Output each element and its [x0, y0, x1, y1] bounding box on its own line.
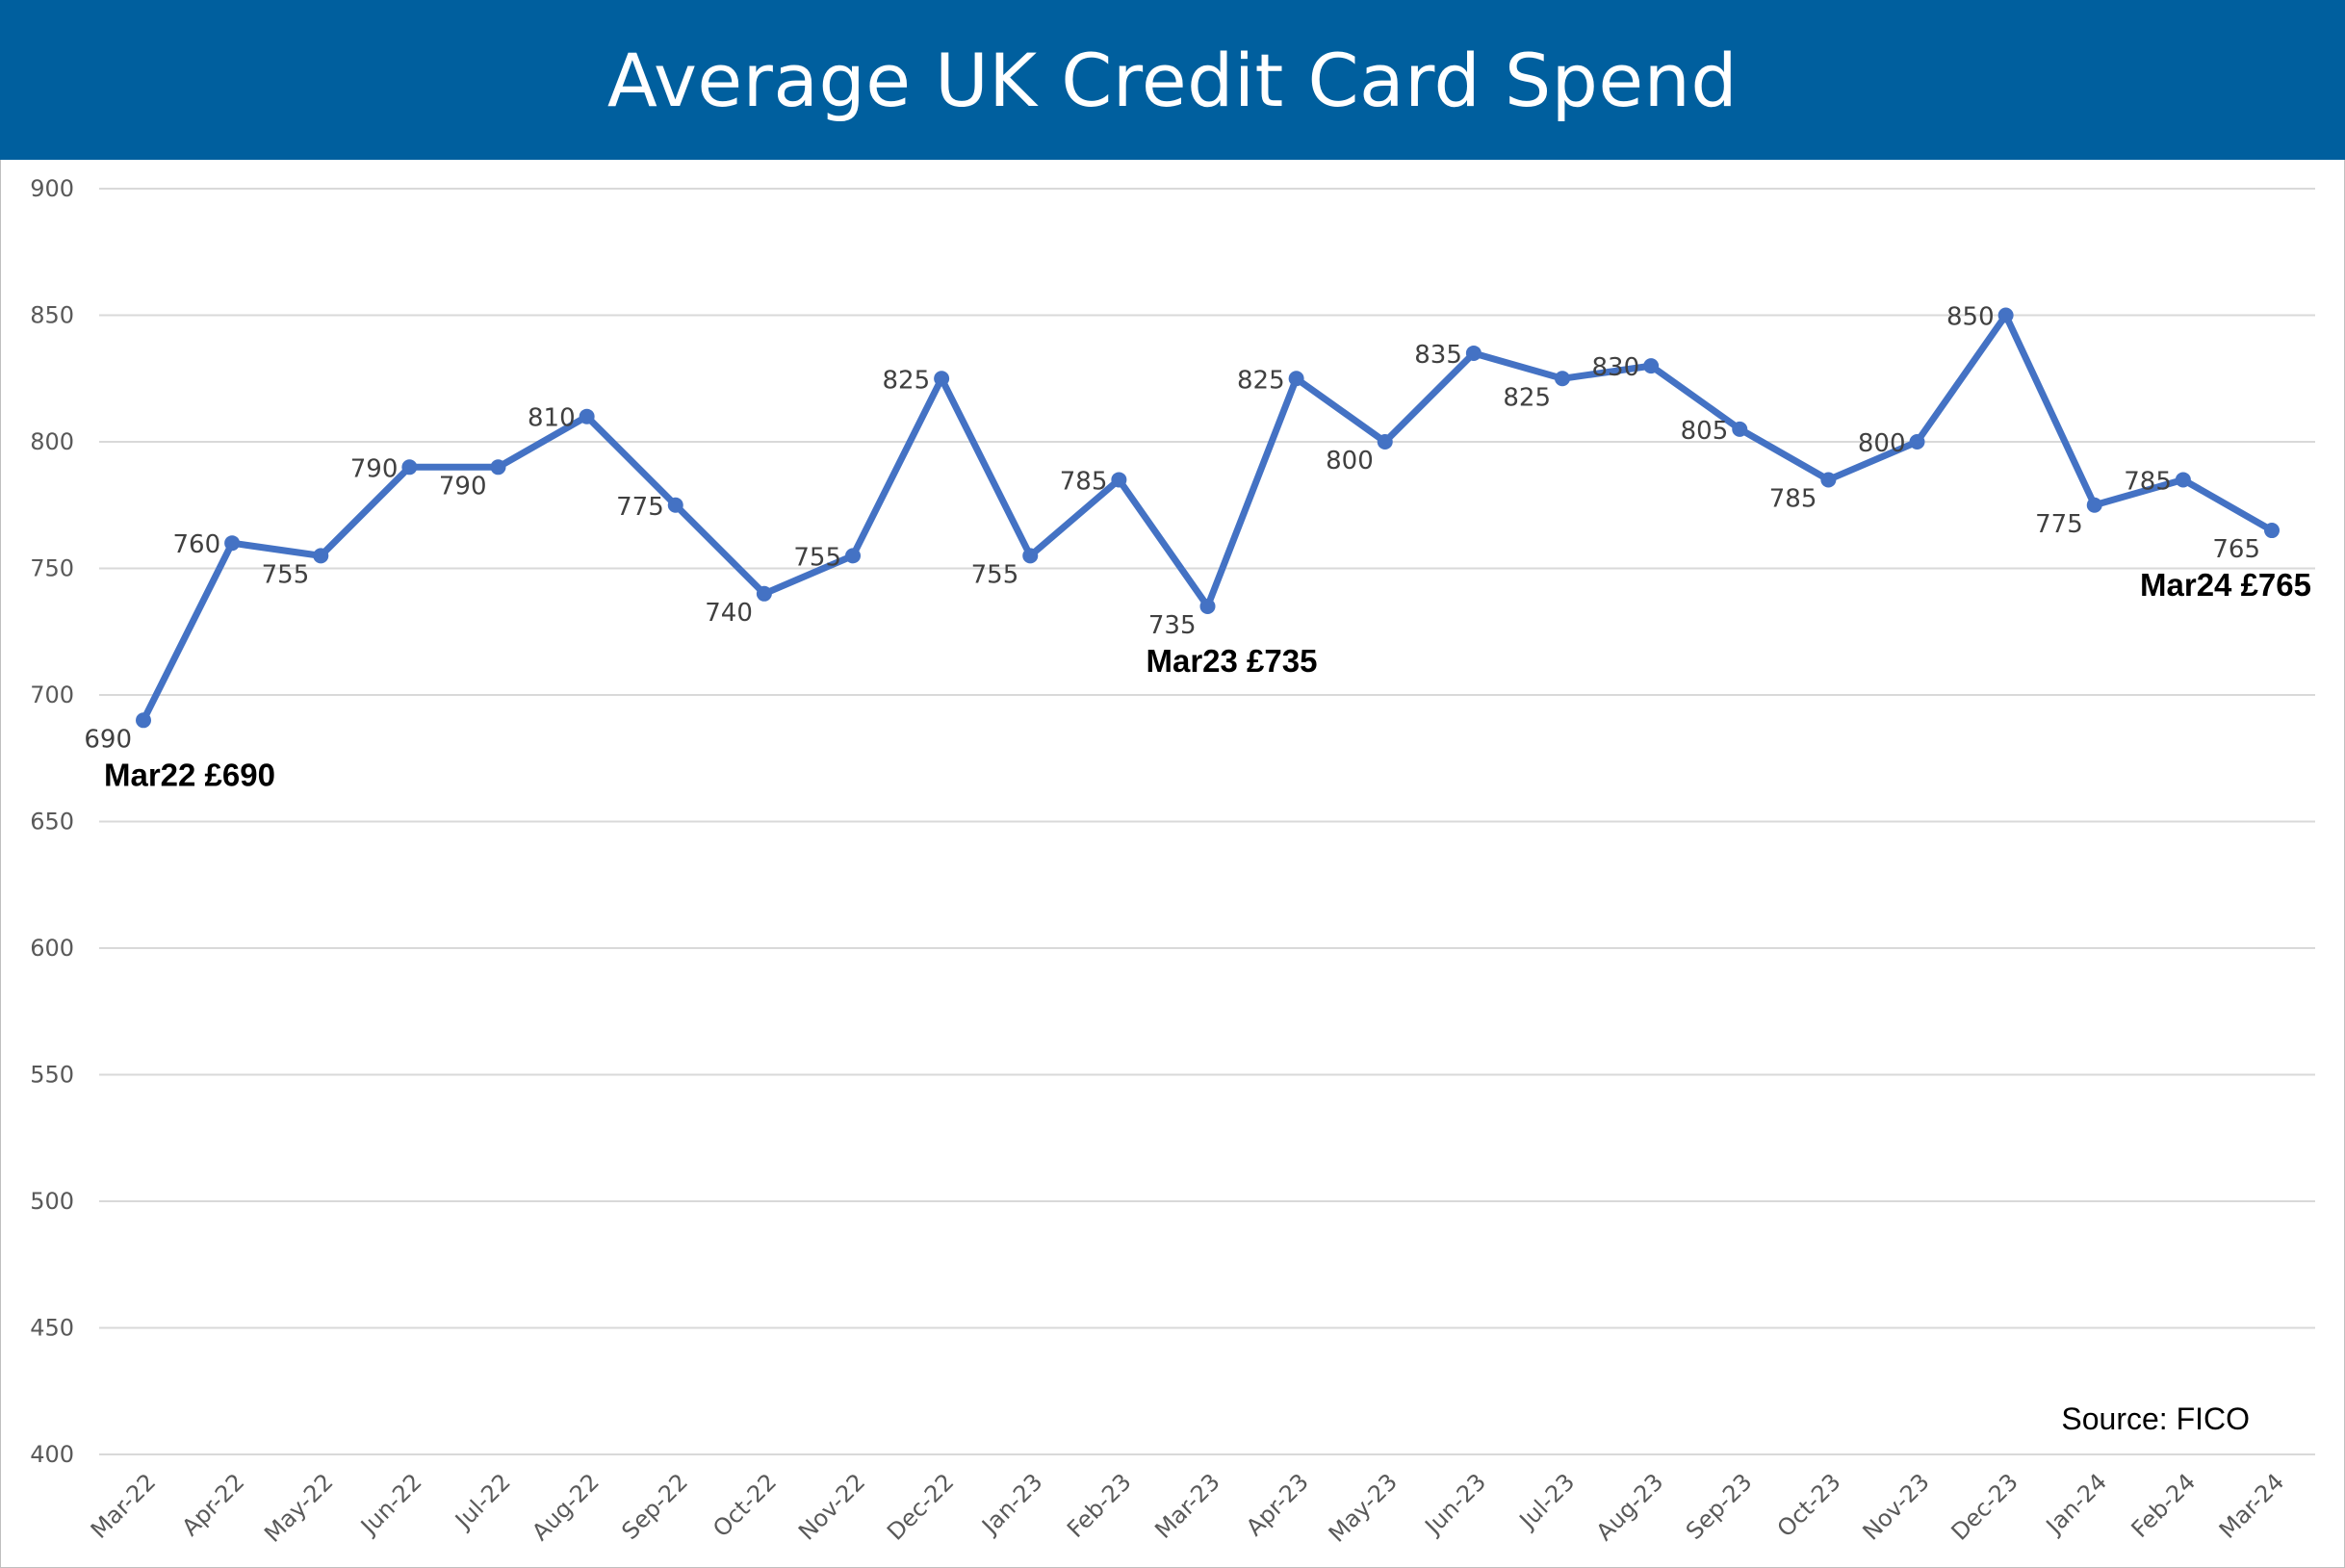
- data-point: [1909, 434, 1925, 450]
- x-tick-label: Jul-22: [449, 1468, 515, 1534]
- data-point: [1732, 421, 1748, 437]
- annotation-label: Mar24 £765: [2140, 567, 2311, 603]
- x-tick-label: Sep-23: [1681, 1468, 1758, 1545]
- data-point: [1199, 598, 1216, 614]
- x-tick-label: May-22: [259, 1468, 338, 1547]
- data-point: [224, 535, 241, 552]
- data-point: [1465, 345, 1482, 361]
- gridlines: [99, 188, 2315, 1455]
- annotation-label: Mar22 £690: [104, 757, 275, 792]
- data-point: [1022, 548, 1039, 564]
- data-point: [1643, 358, 1660, 374]
- x-tick-label: Oct-23: [1772, 1468, 1846, 1542]
- data-label: 765: [2212, 535, 2260, 564]
- x-tick-label: Aug-23: [1591, 1468, 1669, 1546]
- annotations: Mar22 £690 Mar23 £735 Mar24 £765: [104, 567, 2311, 792]
- data-label: 810: [528, 404, 576, 433]
- data-label: 825: [882, 366, 930, 395]
- annotation-label: Mar23 £735: [1147, 643, 1318, 679]
- x-tick-label: Dec-22: [882, 1468, 959, 1545]
- y-tick-label: 550: [30, 1062, 74, 1089]
- data-point: [1111, 472, 1127, 488]
- x-tick-label: Jan-24: [2040, 1468, 2112, 1540]
- data-point: [2264, 523, 2280, 539]
- data-label: 835: [1414, 341, 1462, 370]
- data-point: [1377, 434, 1393, 450]
- y-tick-label: 900: [30, 175, 74, 202]
- x-tick-label: Aug-22: [527, 1468, 605, 1546]
- data-label: 755: [971, 560, 1019, 589]
- data-point: [2175, 472, 2191, 488]
- x-tick-label: Apr-23: [1241, 1468, 1314, 1541]
- data-labels: 690 760 755 790 790 810 775 740 755 825 755 785 735 8…: [84, 303, 2260, 755]
- y-tick-label: 700: [30, 681, 74, 708]
- data-point: [401, 459, 418, 476]
- x-tick-label: Feb-23: [1062, 1468, 1137, 1543]
- data-label: 735: [1148, 611, 1197, 640]
- data-label: 785: [1060, 467, 1108, 496]
- x-tick-label: Sep-22: [616, 1468, 693, 1545]
- x-tick-label: Apr-22: [177, 1468, 250, 1541]
- data-point: [490, 459, 506, 476]
- data-label: 755: [793, 543, 841, 572]
- data-point: [1997, 307, 2014, 323]
- data-label: 830: [1591, 353, 1639, 382]
- data-point: [2086, 497, 2102, 513]
- x-tick-label: Jun-22: [354, 1468, 426, 1540]
- data-label: 785: [2124, 467, 2172, 496]
- data-point: [1820, 472, 1837, 488]
- data-label: 740: [705, 599, 753, 628]
- x-tick-label: Jun-23: [1419, 1468, 1491, 1540]
- x-tick-label: Oct-22: [708, 1468, 782, 1542]
- y-tick-label: 800: [30, 428, 74, 455]
- x-tick-label: Dec-23: [1946, 1468, 2023, 1545]
- data-point: [756, 585, 772, 602]
- x-tick-label: Jul-23: [1513, 1468, 1580, 1534]
- data-point: [667, 497, 683, 513]
- data-point: [845, 548, 861, 564]
- source-label: Source: FICO: [2061, 1401, 2250, 1436]
- data-label: 775: [616, 493, 664, 522]
- y-tick-label: 450: [30, 1315, 74, 1342]
- x-tick-label: Mar-23: [1149, 1468, 1224, 1543]
- data-point: [136, 712, 151, 729]
- data-label: 760: [172, 530, 220, 559]
- x-tick-label: May-23: [1324, 1468, 1403, 1547]
- data-point: [579, 408, 595, 424]
- x-tick-label: Nov-23: [1858, 1468, 1935, 1545]
- data-label: 805: [1681, 417, 1729, 446]
- data-label: 785: [1769, 484, 1817, 513]
- data-label: 755: [262, 560, 310, 589]
- data-point: [313, 548, 329, 564]
- y-axis-ticks: 400 450 500 550 600 650 700 750 800 850 900: [30, 175, 74, 1468]
- data-label: 800: [1858, 429, 1906, 458]
- x-tick-label: Nov-22: [793, 1468, 870, 1545]
- data-label: 775: [2035, 510, 2083, 539]
- data-label: 825: [1503, 383, 1551, 412]
- data-point: [934, 371, 950, 387]
- title-banner: Average UK Credit Card Spend: [0, 0, 2345, 160]
- y-tick-label: 750: [30, 555, 74, 582]
- data-label: 790: [350, 454, 399, 483]
- y-tick-label: 850: [30, 302, 74, 329]
- data-point: [1288, 371, 1304, 387]
- x-tick-label: Mar-22: [86, 1468, 161, 1543]
- y-tick-label: 500: [30, 1188, 74, 1215]
- x-tick-label: Mar-24: [2214, 1468, 2289, 1543]
- chart-title: Average UK Credit Card Spend: [606, 37, 1739, 123]
- y-tick-label: 400: [30, 1441, 74, 1468]
- data-label: 690: [84, 725, 132, 754]
- data-label: 790: [439, 472, 487, 501]
- series-line-group: [136, 307, 2280, 729]
- data-label: 850: [1946, 303, 1995, 332]
- data-label: 825: [1237, 366, 1285, 395]
- data-point: [1555, 371, 1570, 387]
- y-tick-label: 600: [30, 935, 74, 962]
- y-tick-label: 650: [30, 809, 74, 835]
- x-tick-label: Jan-23: [975, 1468, 1047, 1540]
- x-axis-ticks: Mar-22 Apr-22 May-22 Jun-22 Jul-22 Aug-22 Sep-…: [86, 1468, 2289, 1547]
- x-tick-label: Feb-24: [2126, 1468, 2202, 1543]
- data-label: 800: [1326, 447, 1374, 476]
